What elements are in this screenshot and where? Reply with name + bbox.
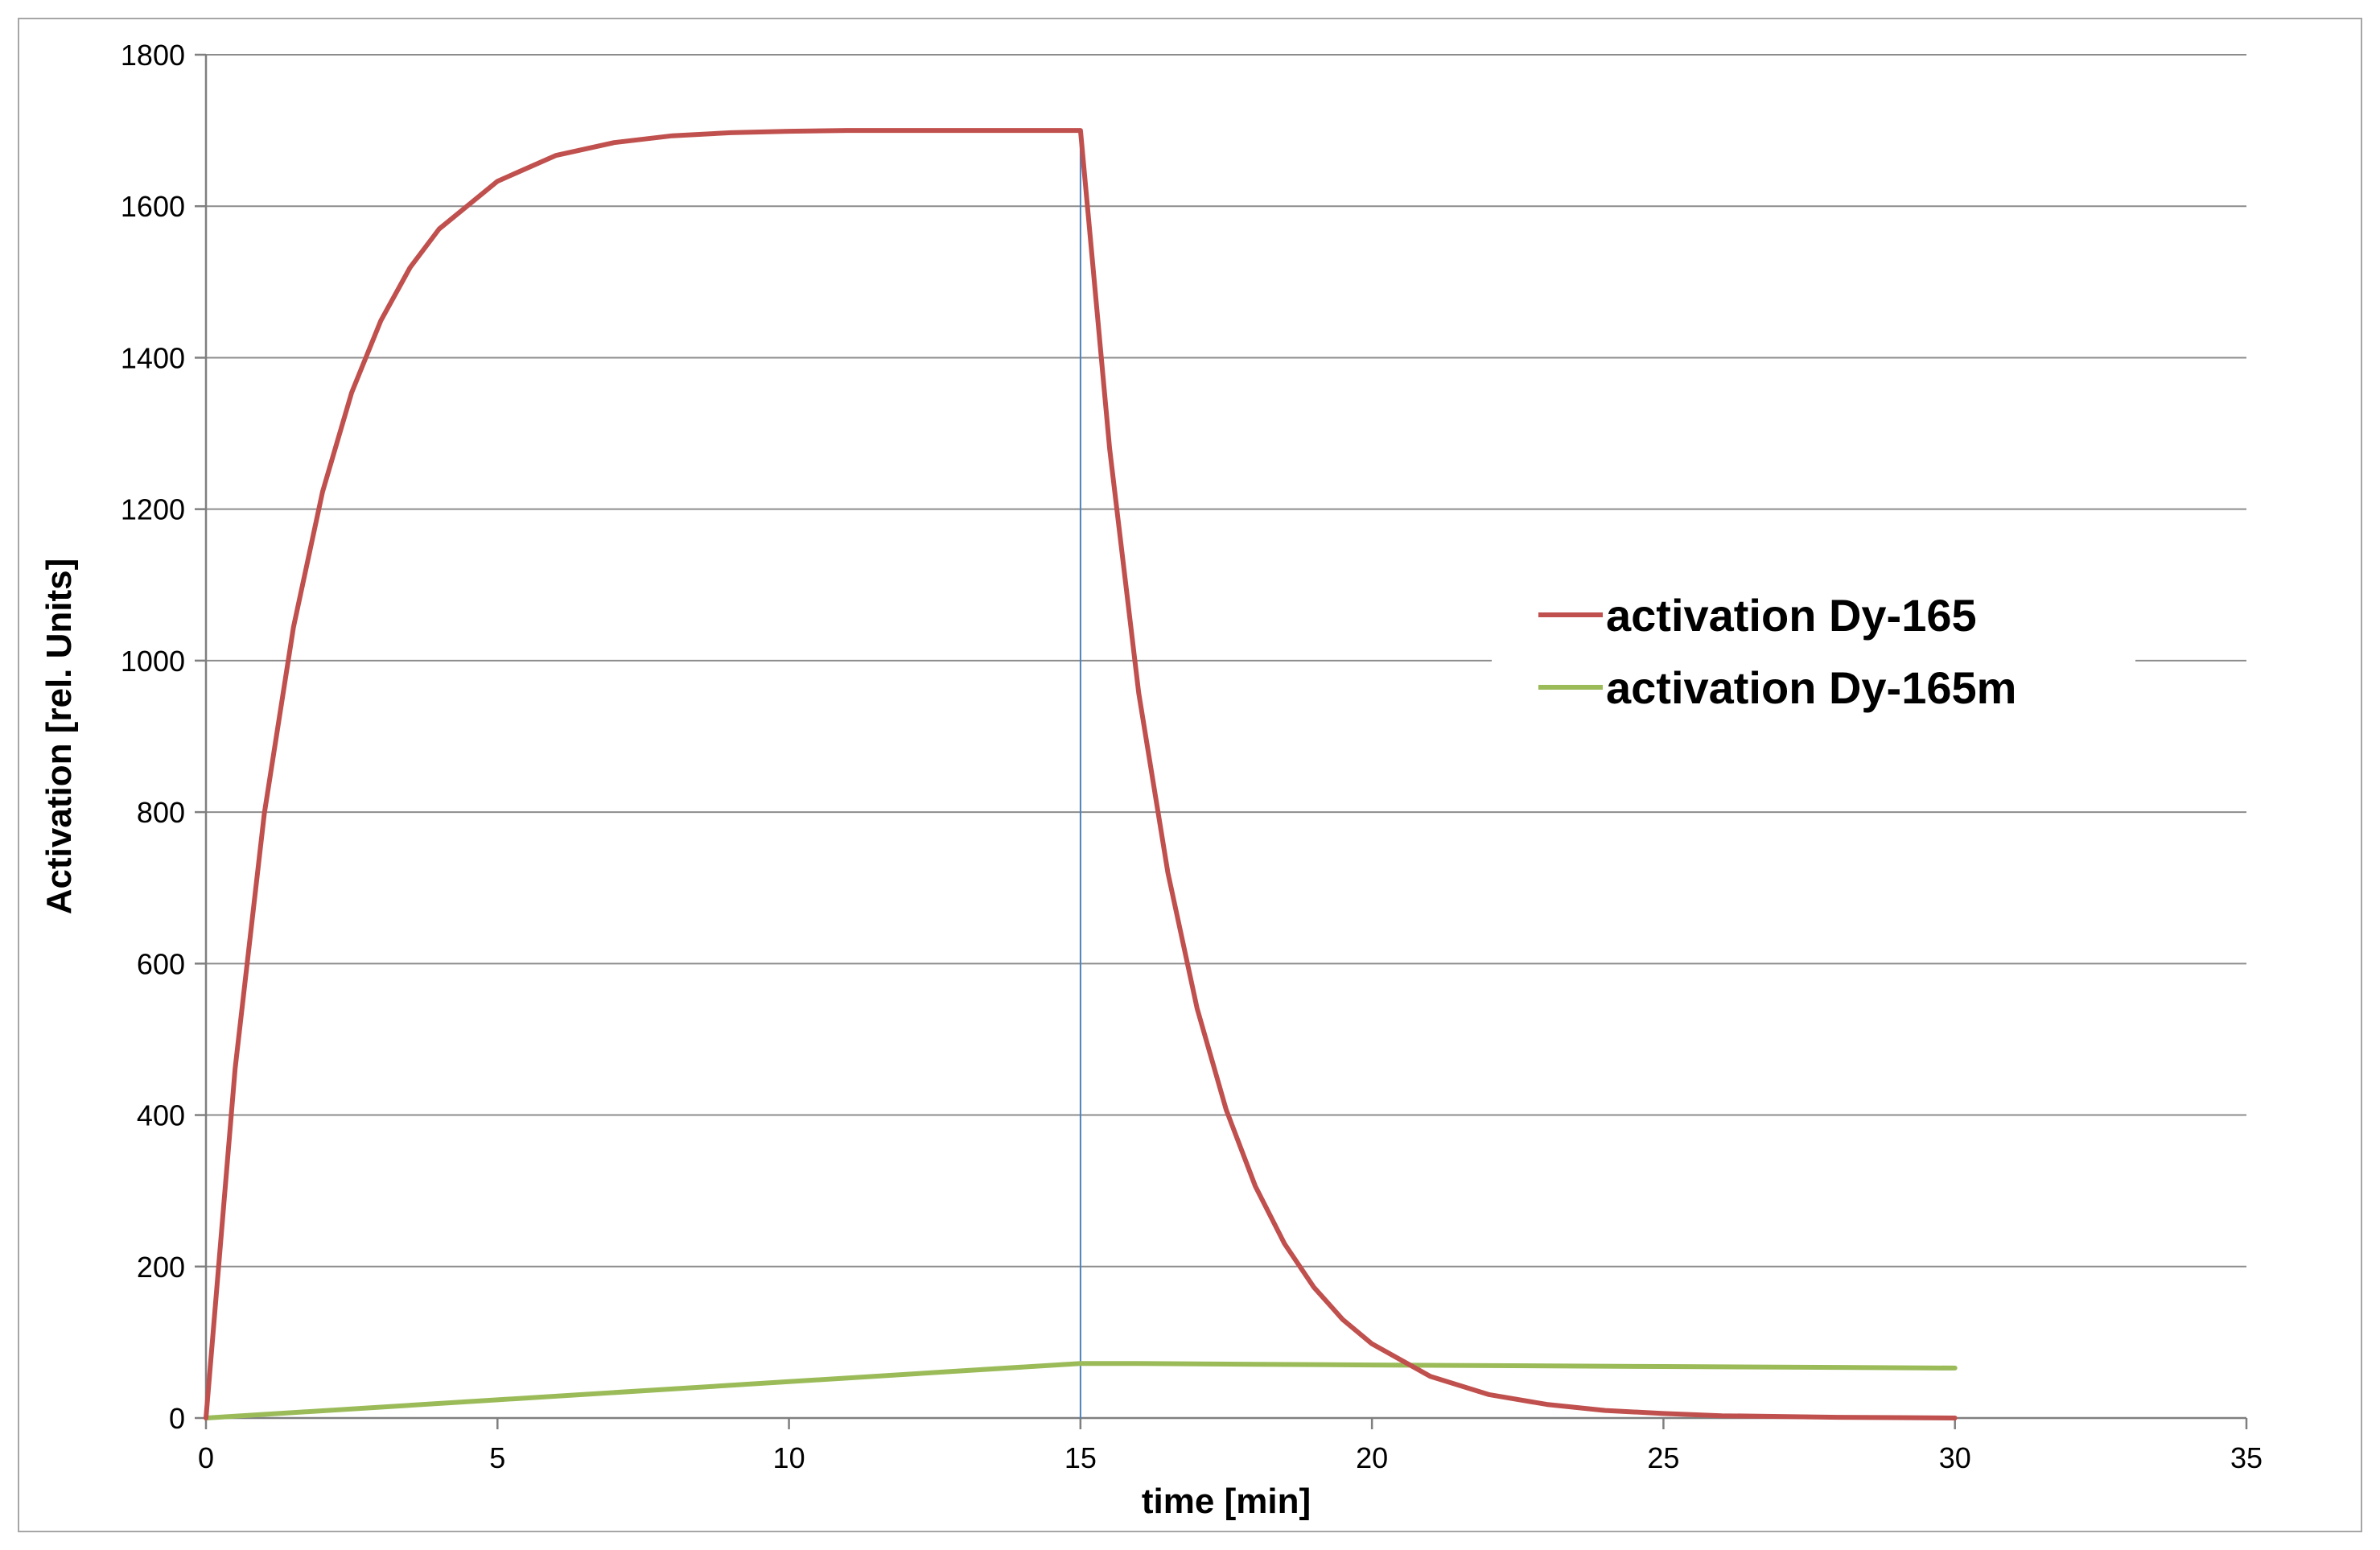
series-lines — [204, 128, 1958, 1420]
y-tick-label-200: 200 — [137, 1251, 185, 1284]
tick-labels: 0 200 400 600 800 1000 1200 1400 1600 1800 0 5 10 15 2… — [121, 39, 2263, 1474]
y-axis-title: Activation [rel. Units] — [39, 559, 79, 915]
x-tick-label-0: 0 — [198, 1441, 214, 1474]
legend-background — [1492, 567, 2135, 760]
x-axis-title: time [min] — [1142, 1482, 1311, 1521]
y-tick-label-400: 400 — [137, 1099, 185, 1132]
y-tick-label-1000: 1000 — [121, 645, 185, 678]
chart-svg: 0 200 400 600 800 1000 1200 1400 1600 1800 0 5 10 15 2… — [39, 39, 2263, 1521]
y-tick-label-1600: 1600 — [121, 190, 185, 223]
series-line-0 — [204, 128, 1958, 1420]
series-line-1 — [204, 1361, 1958, 1420]
y-tick-label-0: 0 — [169, 1402, 185, 1435]
y-tick-label-600: 600 — [137, 947, 185, 980]
legend-label-0: activation Dy-165 — [1606, 590, 1977, 641]
grid-lines — [206, 54, 2246, 1268]
y-tick-label-1200: 1200 — [121, 493, 185, 526]
y-tick-label-800: 800 — [137, 796, 185, 829]
x-tick-label-15: 15 — [1064, 1441, 1097, 1474]
x-tick-label-20: 20 — [1356, 1441, 1388, 1474]
x-tick-label-35: 35 — [2230, 1441, 2263, 1474]
x-tick-label-5: 5 — [489, 1441, 505, 1474]
x-tick-label-25: 25 — [1647, 1441, 1679, 1474]
x-tick-label-30: 30 — [1939, 1441, 1971, 1474]
x-tick-label-10: 10 — [773, 1441, 805, 1474]
legend-label-1: activation Dy-165m — [1606, 662, 2016, 713]
legend: activation Dy-165 activation Dy-165m — [1492, 567, 2135, 760]
y-tick-label-1800: 1800 — [121, 39, 185, 72]
y-tick-label-1400: 1400 — [121, 341, 185, 374]
chart-frame: 0 200 400 600 800 1000 1200 1400 1600 1800 0 5 10 15 2… — [18, 18, 2362, 1532]
